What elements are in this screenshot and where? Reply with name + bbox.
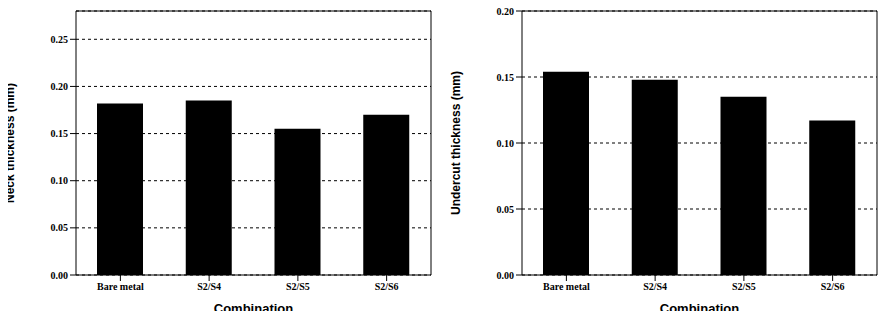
svg-text:0.25: 0.25: [51, 34, 69, 45]
svg-text:S2/S6: S2/S6: [821, 281, 845, 292]
svg-text:0.05: 0.05: [51, 222, 69, 233]
svg-text:0.00: 0.00: [51, 270, 69, 281]
svg-text:0.20: 0.20: [497, 8, 515, 17]
svg-text:Undercut thickness (mm): Undercut thickness (mm): [449, 71, 463, 215]
svg-text:Neck thickness (mm): Neck thickness (mm): [8, 83, 17, 203]
svg-text:0.00: 0.00: [497, 270, 515, 281]
svg-text:0.05: 0.05: [497, 204, 515, 215]
svg-text:S2/S4: S2/S4: [643, 281, 667, 292]
svg-text:S2/S5: S2/S5: [286, 281, 310, 292]
svg-text:Bare metal: Bare metal: [543, 281, 590, 292]
svg-text:0.10: 0.10: [497, 138, 515, 149]
svg-text:S2/S4: S2/S4: [197, 281, 221, 292]
svg-text:Combination: Combination: [214, 301, 293, 311]
svg-text:0.20: 0.20: [51, 81, 69, 92]
svg-text:S2/S6: S2/S6: [375, 281, 399, 292]
svg-text:Bare metal: Bare metal: [97, 281, 144, 292]
svg-text:0.15: 0.15: [51, 128, 69, 139]
svg-text:0.10: 0.10: [51, 175, 69, 186]
svg-text:S2/S5: S2/S5: [732, 281, 756, 292]
svg-text:Combination: Combination: [660, 301, 739, 311]
svg-text:0.15: 0.15: [497, 72, 515, 83]
